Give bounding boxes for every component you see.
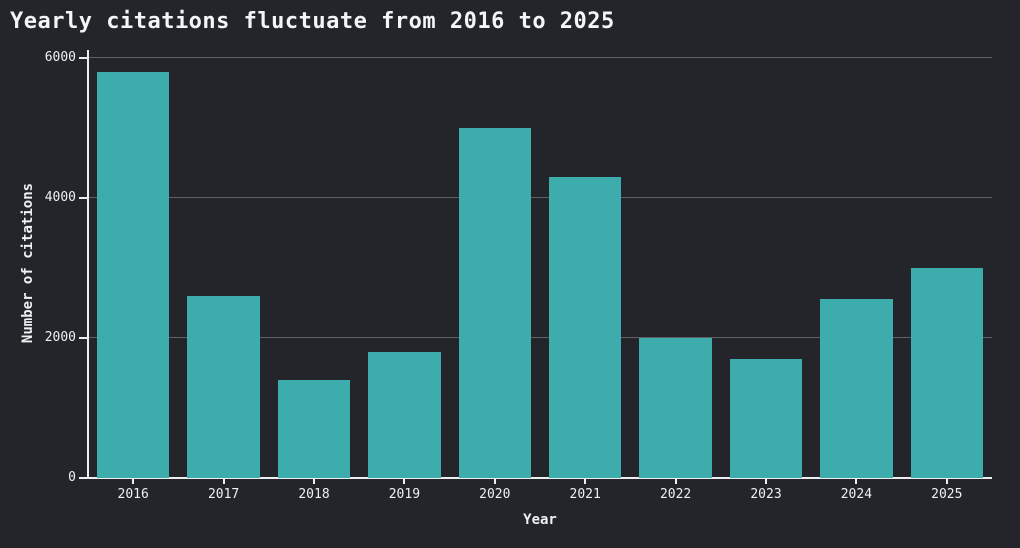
x-tick-mark [493,478,496,484]
grid-line [88,336,992,338]
x-tick-mark [945,478,948,484]
grid-line [88,56,992,58]
bar-2024 [820,299,893,478]
x-tick-mark [584,478,587,484]
x-tick-label: 2017 [207,487,240,502]
bar-2020 [458,127,531,478]
bar-2016 [97,71,170,478]
chart-title: Yearly citations fluctuate from 2016 to … [10,9,615,34]
x-axis-line [87,477,992,479]
x-tick-label: 2016 [117,487,149,502]
y-tick-label: 6000 [44,49,76,65]
y-tick-mark [79,477,87,479]
x-tick-label: 2024 [840,487,873,502]
x-tick-mark [313,478,315,484]
x-tick-mark [674,478,677,484]
x-tick-label: 2020 [479,487,511,502]
x-tick-mark [855,478,858,484]
bar-2019 [368,351,441,478]
bar-2021 [549,176,622,478]
y-axis-line [87,50,89,478]
x-tick-label: 2019 [388,487,421,502]
y-tick-label: 0 [68,470,76,485]
y-tick-mark [79,56,87,59]
x-tick-label: 2025 [931,487,963,502]
x-tick-label: 2023 [750,487,782,502]
bar-2025 [910,267,983,478]
x-tick-mark [765,478,767,484]
bar-2018 [277,379,351,478]
x-tick-mark [132,478,135,484]
plot-area [79,50,992,484]
y-tick-mark [79,196,87,199]
y-tick-mark [79,336,87,339]
x-tick-label: 2022 [659,487,692,502]
y-tick-label: 4000 [44,189,76,205]
y-axis-label: Number of citations [20,182,36,344]
x-tick-label: 2021 [569,487,601,502]
grid-line [88,196,992,198]
x-tick-mark [403,478,406,484]
bar-2023 [729,358,803,478]
x-tick-label: 2018 [298,487,330,502]
bar-2017 [187,295,260,478]
bar-2022 [639,337,712,478]
y-tick-label: 2000 [44,329,76,345]
x-tick-mark [222,478,225,484]
x-axis-label: Year [523,512,557,528]
